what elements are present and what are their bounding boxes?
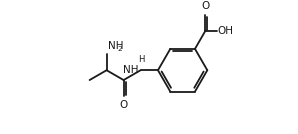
Text: 2: 2 [117,46,122,52]
Text: NH: NH [108,41,123,51]
Text: O: O [201,1,209,12]
Text: O: O [119,100,128,110]
Text: OH: OH [217,26,233,36]
Text: H: H [138,55,145,64]
Text: NH: NH [123,65,139,75]
